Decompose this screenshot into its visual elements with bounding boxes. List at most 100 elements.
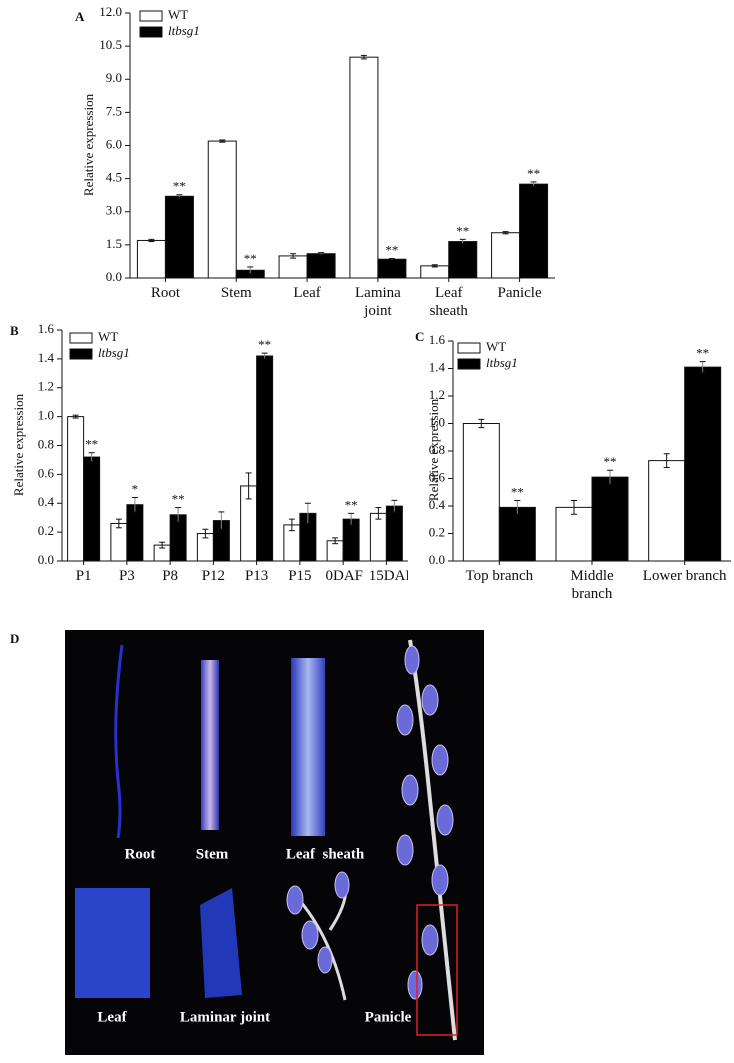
bar — [278, 255, 308, 279]
y-tick-label: 0.8 — [38, 436, 54, 451]
x-tick-label: Leaf — [293, 285, 321, 301]
legend-swatch — [139, 10, 163, 22]
y-tick-label: 4.5 — [106, 170, 122, 185]
x-tick-label: P1 — [75, 568, 92, 584]
significance-label: * — [132, 481, 139, 496]
x-tick-label-box: P8 — [162, 568, 179, 584]
legend-swatch — [457, 358, 481, 370]
panicle-photo — [286, 639, 457, 1041]
x-tick-label-box: Lamina joint — [355, 285, 401, 319]
bar — [256, 355, 274, 562]
sheath-photo — [291, 658, 325, 836]
bar — [648, 460, 686, 562]
error-bar — [218, 511, 225, 530]
y-tick-label: 0.4 — [38, 494, 55, 509]
legend-label: ltbsg1 — [486, 355, 518, 370]
x-tick-label-box: Stem — [221, 285, 252, 301]
joint-photo — [200, 888, 242, 998]
stem-photo — [201, 660, 219, 830]
error-bar — [431, 264, 438, 268]
bar — [342, 518, 360, 562]
y-tick-label: 1.4 — [38, 350, 55, 365]
y-tick-label: 0.2 — [429, 524, 445, 539]
error-bar — [219, 139, 226, 143]
bar — [498, 506, 536, 562]
bar — [306, 253, 336, 279]
error-bar — [318, 252, 325, 256]
error-bar — [348, 512, 355, 526]
y-tick-label: 7.5 — [106, 103, 122, 118]
significance-label: ** — [456, 223, 469, 238]
panel-label: C — [415, 329, 424, 344]
bar — [369, 512, 387, 562]
error-bar — [607, 469, 613, 485]
error-bar — [502, 231, 509, 235]
photo-caption: Leaf — [97, 1009, 127, 1025]
bar — [462, 423, 500, 562]
error-bar — [571, 500, 577, 515]
x-tick-label: Lower branch — [642, 568, 727, 584]
panel-label: A — [75, 9, 85, 24]
significance-label: ** — [172, 492, 185, 507]
y-tick-label: 0.0 — [106, 269, 122, 284]
error-bar — [699, 361, 706, 374]
photo-caption: Panicle — [365, 1009, 412, 1025]
y-tick-label: 1.6 — [38, 321, 55, 336]
y-tick-label: 0.6 — [38, 465, 55, 480]
x-tick-label-box: Leaf — [293, 285, 321, 301]
significance-label: ** — [345, 497, 358, 512]
bar — [591, 476, 629, 562]
y-tick-label: 1.5 — [106, 236, 122, 251]
bar — [110, 522, 128, 562]
x-tick-label: Middle branch — [570, 568, 614, 602]
error-bar — [159, 541, 166, 549]
bar — [349, 56, 379, 279]
x-tick-label: P8 — [162, 568, 179, 584]
x-tick-label-box: P3 — [119, 568, 135, 584]
x-tick-label: Leaf sheath — [429, 285, 468, 319]
panel-label: B — [10, 323, 19, 338]
bar — [385, 505, 403, 562]
bar — [420, 265, 450, 279]
x-tick-label: 15DAF — [368, 568, 408, 584]
y-tick-label: 0.2 — [38, 523, 54, 538]
error-bar — [88, 452, 95, 462]
x-tick-label-box: Top branch — [465, 568, 533, 584]
error-bar — [478, 418, 485, 429]
y-tick-label: 1.4 — [429, 359, 446, 374]
photo-caption: Leaf sheath — [286, 846, 365, 862]
legend-swatch — [69, 332, 93, 344]
x-tick-label-box: P15 — [288, 568, 312, 584]
error-bar — [304, 502, 311, 524]
error-bar — [388, 258, 395, 261]
y-axis-title: Relative expression — [11, 393, 26, 496]
y-tick-label: 12.0 — [99, 4, 122, 19]
x-tick-label: 0DAF — [325, 568, 364, 584]
x-tick-label: P12 — [201, 568, 226, 584]
photo-caption: Root — [125, 846, 156, 862]
y-tick-label: 1.6 — [429, 332, 446, 347]
error-bar — [175, 507, 182, 523]
y-axis-title: Relative expression — [81, 93, 96, 196]
significance-label: ** — [604, 454, 617, 469]
y-axis-title: Relative expression — [426, 398, 441, 501]
error-bar — [131, 496, 138, 513]
error-bar — [360, 54, 367, 60]
x-tick-label-box: P12 — [201, 568, 226, 584]
x-tick-label-box: Root — [151, 285, 180, 301]
error-bar — [663, 453, 670, 468]
x-tick-label: P15 — [288, 568, 312, 584]
legend-label: WT — [486, 339, 506, 354]
significance-label: ** — [258, 337, 271, 352]
x-tick-label-box: Lower branch — [642, 568, 727, 584]
x-tick-label-box: 15DAF — [368, 568, 408, 584]
y-tick-label: 0.0 — [429, 552, 445, 567]
y-tick-label: 9.0 — [106, 70, 122, 85]
bar — [377, 258, 407, 279]
bar — [164, 195, 194, 279]
x-tick-label: Lamina joint — [355, 285, 401, 319]
error-bar — [375, 507, 382, 520]
x-tick-label-box: P1 — [75, 568, 92, 584]
x-tick-label-box: 0DAF — [325, 568, 364, 584]
